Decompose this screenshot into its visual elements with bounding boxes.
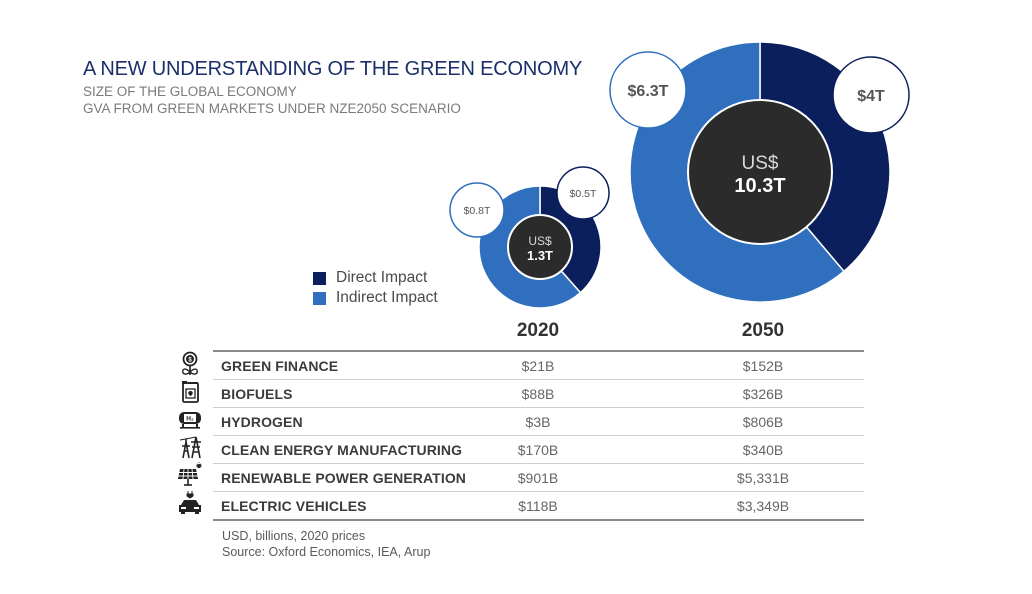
column-header-2050: 2050 [741,320,785,341]
footnote-units: USD, billions, 2020 prices [222,529,366,543]
donut-center-2020 [507,214,573,280]
sector-label: ELECTRIC VEHICLES [221,497,367,514]
money-plant-icon: $ [182,351,198,375]
table-row: HYDROGEN $3B $806B [213,407,864,435]
chart-title: A NEW UNDERSTANDING OF THE GREEN ECONOMY [83,58,583,80]
table-row: BIOFUELS $88B $326B [213,379,864,407]
column-header-2020: 2020 [516,320,560,341]
solar-panel-icon [178,462,202,486]
value-2050: $326B [742,385,784,402]
donut-center-currency: US$ [528,234,552,248]
value-2020: $901B [517,469,559,486]
legend-item-indirect: Indirect Impact [313,288,438,308]
table-row: ELECTRIC VEHICLES $118B $3,349B [213,491,864,519]
sector-table: GREEN FINANCE $21B $152B BIOFUELS $88B $… [213,350,864,521]
donut-2020: US$1.3T $0.5T $0.8T [449,166,610,309]
value-2050: $152B [742,357,784,374]
legend: Direct Impact Indirect Impact [313,268,438,308]
value-2050: $5,331B [736,469,790,486]
data-label-bubble-direct [832,56,910,134]
sector-label: RENEWABLE POWER GENERATION [221,469,467,486]
chart-subtitle-2: GVA FROM GREEN MARKETS UNDER NZE2050 SCE… [83,101,461,116]
electric-car-icon [179,491,201,514]
footnote-source: Source: Oxford Economics, IEA, Arup [222,545,431,559]
power-pylon-icon [179,436,201,459]
value-2020: $118B [518,497,558,514]
sector-label: GREEN FINANCE [221,357,339,374]
donut-center-total: 10.3T [734,175,785,197]
legend-label-indirect: Indirect Impact [336,289,438,306]
sector-label: HYDROGEN [221,413,303,430]
chart-subtitle: SIZE OF THE GLOBAL ECONOMY [83,84,297,99]
value-2020: $21B [521,357,555,374]
value-2050: $340B [742,441,784,458]
hydrogen-tank-icon: H₂ [179,412,201,429]
donut-center-total: 1.3T [527,248,553,263]
data-label-indirect: $6.3T [628,83,669,100]
data-label-indirect: $0.8T [464,205,491,217]
value-2020: $170B [517,441,559,458]
table-row: GREEN FINANCE $21B $152B [213,352,864,379]
legend-swatch-indirect [313,291,326,305]
data-label-bubble-indirect [449,182,505,238]
svg-text:$: $ [188,358,192,364]
data-label-bubble-direct [556,166,610,220]
sector-label: CLEAN ENERGY MANUFACTURING [221,441,463,458]
value-2050: $806B [742,413,784,430]
sector-label: BIOFUELS [221,385,293,402]
fuel-can-icon [182,381,199,403]
legend-swatch-direct [313,271,326,285]
table-row: CLEAN ENERGY MANUFACTURING $170B $340B [213,435,864,463]
data-label-bubble-indirect [609,51,687,129]
value-2020: $88B [521,385,555,402]
legend-label-direct: Direct Impact [336,269,428,286]
value-2020: $3B [525,413,551,430]
data-label-direct: $4T [857,88,885,105]
table-row: RENEWABLE POWER GENERATION $901B $5,331B [213,463,864,491]
donut-center-2050 [687,99,833,245]
legend-item-direct: Direct Impact [313,268,438,288]
donut-center-currency: US$ [742,153,779,174]
data-label-direct: $0.5T [570,188,597,200]
donut-2050: US$10.3T $4T $6.3T [609,41,910,303]
svg-text:H₂: H₂ [186,416,194,423]
value-2050: $3,349B [736,497,790,514]
